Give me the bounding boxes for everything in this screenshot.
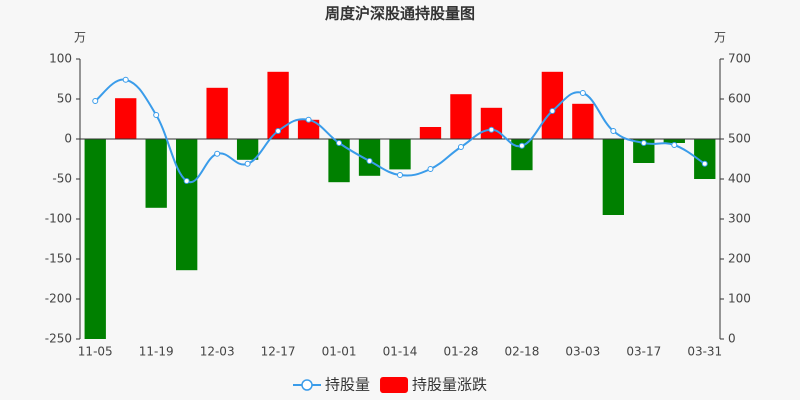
- line-point: [457, 144, 464, 150]
- line-point: [640, 140, 647, 146]
- line-point: [610, 128, 617, 134]
- y-tick-label: -200: [45, 292, 72, 306]
- line-point: [488, 126, 495, 133]
- y2-tick-label: 300: [728, 212, 751, 226]
- bar: [572, 103, 594, 139]
- line-point: [671, 142, 678, 148]
- x-tick-label: 03-03: [565, 345, 600, 359]
- legend-marker: [301, 379, 313, 391]
- y2-tick-label: 500: [728, 132, 751, 146]
- x-tick-label: 11-05: [78, 345, 113, 359]
- y2-tick-label: 600: [728, 92, 751, 106]
- bar: [145, 139, 167, 208]
- line-point: [275, 128, 282, 134]
- y-tick-label: 0: [64, 132, 72, 146]
- x-tick-label: 11-19: [139, 345, 174, 359]
- bar: [267, 71, 289, 139]
- bar: [633, 139, 655, 163]
- line-point: [244, 160, 251, 167]
- y-tick-label: -100: [45, 212, 72, 226]
- y2-tick-label: 700: [728, 52, 751, 66]
- bar: [450, 94, 472, 139]
- bar: [663, 139, 685, 143]
- y-tick-label: -150: [45, 252, 72, 266]
- x-tick-label: 01-14: [383, 345, 418, 359]
- chart-title: 周度沪深股通持股量图: [325, 5, 475, 23]
- line-point: [183, 178, 190, 184]
- x-tick-label: 03-17: [626, 345, 661, 359]
- y-unit: 万: [74, 31, 86, 45]
- x-tick-label: 02-18: [504, 345, 539, 359]
- legend-swatch: [380, 377, 409, 393]
- y2-unit: 万: [714, 31, 726, 45]
- line-point: [701, 160, 708, 167]
- y-tick-label: -50: [52, 172, 72, 186]
- bar: [297, 119, 320, 139]
- y2-tick-label: 0: [728, 332, 736, 346]
- bar: [541, 71, 564, 139]
- line-point: [579, 90, 586, 96]
- line-point: [122, 76, 129, 83]
- y2-tick-label: 200: [728, 252, 751, 266]
- line-point: [153, 112, 160, 118]
- bar: [84, 139, 106, 339]
- x-tick-label: 01-01: [322, 345, 357, 359]
- bar: [115, 98, 137, 139]
- bar: [328, 139, 350, 183]
- bar: [602, 139, 624, 215]
- x-tick-label: 12-17: [261, 345, 296, 359]
- line-point: [427, 166, 434, 172]
- line-point: [518, 142, 525, 149]
- bar: [419, 127, 442, 139]
- y2-tick-label: 400: [728, 172, 751, 186]
- legend-label: 持股量: [325, 376, 370, 394]
- line-point: [336, 140, 343, 146]
- y-tick-label: 50: [57, 92, 72, 106]
- x-tick-label: 03-31: [687, 345, 722, 359]
- x-tick-label: 12-03: [200, 345, 235, 359]
- bar: [694, 139, 716, 179]
- line-point: [214, 150, 221, 157]
- legend-label: 持股量涨跌: [412, 376, 487, 394]
- y2-tick-label: 100: [728, 292, 751, 306]
- line-point: [92, 98, 99, 104]
- bar: [206, 87, 228, 139]
- y-tick-label: -250: [45, 332, 72, 346]
- line-point: [549, 108, 556, 114]
- bar: [480, 107, 503, 139]
- line-point: [397, 172, 403, 178]
- line-point: [305, 116, 312, 123]
- line-point: [366, 158, 373, 164]
- bar: [236, 139, 259, 160]
- bar: [176, 139, 198, 271]
- bar: [358, 139, 381, 176]
- bar: [389, 139, 411, 170]
- x-tick-label: 01-28: [444, 345, 479, 359]
- y-tick-label: 100: [49, 52, 72, 66]
